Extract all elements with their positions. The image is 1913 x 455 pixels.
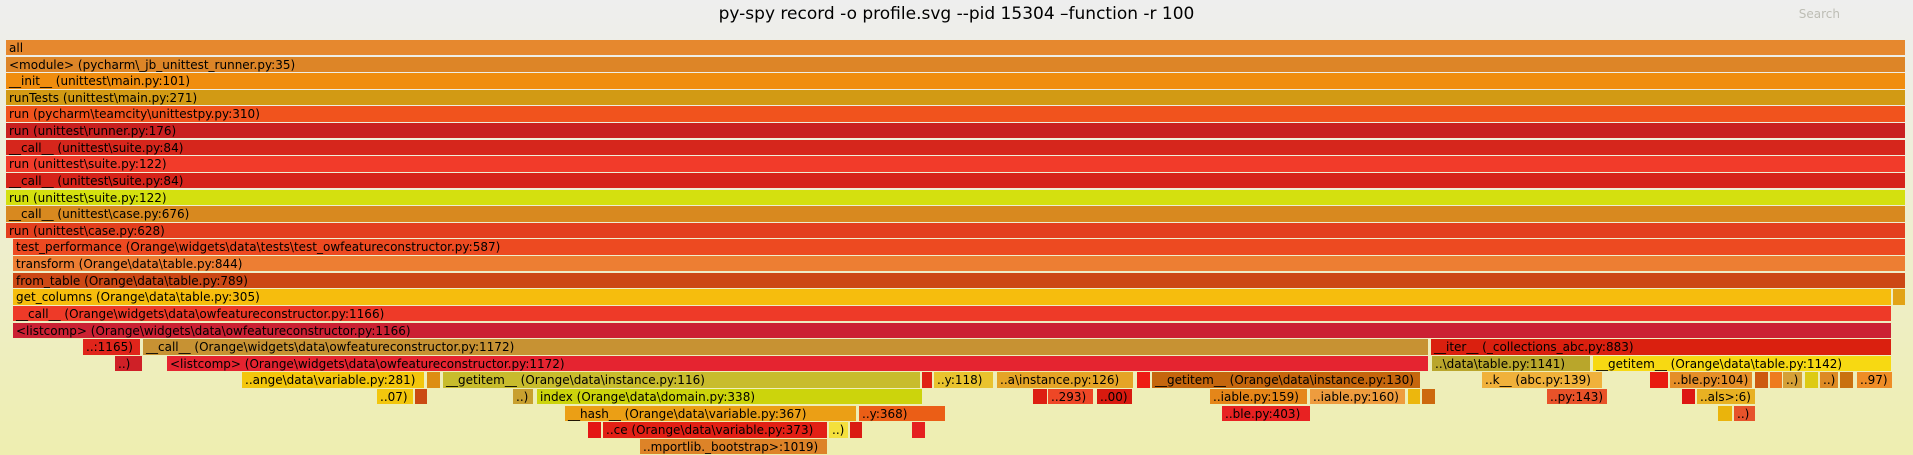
flame-frame[interactable]: __call__ (Orange\widgets\data\owfeaturec… [13, 305, 1891, 322]
flame-frame[interactable]: ..) [115, 355, 142, 372]
flame-frame[interactable]: ..als>:6) [1697, 389, 1755, 405]
flame-frame[interactable]: ..) [1783, 372, 1802, 388]
flame-frame[interactable]: __call__ (unittest\suite.py:84) [6, 139, 1905, 156]
flame-frame[interactable] [1718, 405, 1732, 422]
flame-frame[interactable]: ..97) [1857, 372, 1892, 388]
flame-frame[interactable]: from_table (Orange\data\table.py:789) [13, 272, 1905, 289]
flame-frame[interactable]: ..00) [1097, 389, 1132, 405]
flame-frame[interactable] [415, 389, 427, 405]
flame-frame[interactable]: ..k__ (abc.py:139) [1482, 372, 1602, 388]
flame-frame[interactable]: runTests (unittest\main.py:271) [6, 89, 1905, 106]
flame-frame[interactable]: ..py:143) [1547, 389, 1607, 405]
flame-frame[interactable]: __getitem__ (Orange\data\instance.py:130… [1152, 372, 1420, 388]
flame-frame[interactable]: ..y:368) [859, 405, 945, 422]
flame-frame[interactable]: ..iable.py:160) [1310, 389, 1405, 405]
flame-frame[interactable] [1755, 372, 1768, 388]
flame-frame[interactable] [1770, 372, 1782, 388]
flame-frame[interactable]: __getitem__ (Orange\data\instance.py:116… [443, 372, 920, 388]
flame-frame[interactable]: ..ce (Orange\data\variable.py:373) [603, 422, 827, 438]
flame-frame[interactable] [1408, 389, 1420, 405]
flame-frame[interactable]: ..ble.py:403) [1222, 405, 1310, 422]
flame-frame[interactable]: ..iable.py:159) [1210, 389, 1307, 405]
flame-frame[interactable]: ..293) [1048, 389, 1093, 405]
flame-frame[interactable]: ..a\instance.py:126) [997, 372, 1133, 388]
flame-frame[interactable]: ..) [829, 422, 848, 438]
flame-frame[interactable]: ..y:118) [934, 372, 993, 388]
search-button[interactable]: Search [1798, 7, 1840, 21]
flame-frame[interactable]: ..mportlib._bootstrap>:1019) [640, 438, 827, 455]
chart-title: py-spy record -o profile.svg --pid 15304… [718, 4, 1195, 24]
flame-frame[interactable]: run (pycharm\teamcity\unittestpy.py:310) [6, 106, 1905, 122]
flame-frame[interactable]: ..) [1820, 372, 1838, 388]
flame-frame[interactable]: run (unittest\case.py:628) [6, 222, 1905, 239]
flame-frame[interactable] [427, 372, 440, 388]
flame-frame[interactable]: ..ange\data\variable.py:281) [242, 372, 424, 388]
flame-frame[interactable]: ..07) [377, 389, 413, 405]
flame-frame[interactable] [1682, 389, 1695, 405]
flame-frame[interactable]: all [6, 40, 1905, 56]
flame-frame[interactable] [1137, 372, 1150, 388]
flame-frame[interactable]: ..ble.py:104) [1670, 372, 1752, 388]
flame-frame[interactable]: get_columns (Orange\data\table.py:305) [13, 289, 1891, 305]
flame-frame[interactable]: <module> (pycharm\_jb_unittest_runner.py… [6, 56, 1905, 72]
flame-frame[interactable]: transform (Orange\data\table.py:844) [13, 256, 1905, 272]
flame-frame[interactable] [588, 422, 601, 438]
flame-frame[interactable] [1840, 372, 1853, 388]
flame-frame[interactable]: <listcomp> (Orange\widgets\data\owfeatur… [167, 355, 1428, 372]
flame-frame[interactable] [922, 372, 932, 388]
flame-frame[interactable]: test_performance (Orange\widgets\data\te… [13, 239, 1905, 255]
flame-frame[interactable]: __call__ (unittest\case.py:676) [6, 206, 1905, 222]
flame-frame[interactable]: __hash__ (Orange\data\variable.py:367) [565, 405, 856, 422]
flame-frame[interactable]: run (unittest\runner.py:176) [6, 123, 1905, 139]
flame-frame[interactable]: <listcomp> (Orange\widgets\data\owfeatur… [13, 322, 1891, 338]
flame-frame[interactable]: __call__ (Orange\widgets\data\owfeaturec… [143, 339, 1428, 355]
flame-frame[interactable] [1650, 372, 1668, 388]
flame-frame[interactable] [1893, 289, 1905, 305]
flame-frame[interactable]: __init__ (unittest\main.py:101) [6, 73, 1905, 89]
flame-frame[interactable] [850, 422, 862, 438]
flame-frame[interactable]: run (unittest\suite.py:122) [6, 156, 1905, 172]
flame-frame[interactable] [912, 422, 925, 438]
flame-frame[interactable]: run (unittest\suite.py:122) [6, 189, 1905, 205]
flame-frame[interactable]: ..) [1734, 405, 1755, 422]
flame-frame[interactable]: index (Orange\data\domain.py:338) [537, 389, 922, 405]
flame-frame[interactable]: ..:1165) [83, 339, 140, 355]
flame-frame[interactable]: ..) [513, 389, 533, 405]
flame-frame[interactable]: __getitem__ (Orange\data\table.py:1142) [1593, 355, 1891, 372]
flame-frame[interactable] [1033, 389, 1047, 405]
flame-frame[interactable] [1805, 372, 1818, 388]
flame-frame[interactable]: __iter__ (_collections_abc.py:883) [1431, 339, 1891, 355]
flame-frame[interactable]: __call__ (unittest\suite.py:84) [6, 172, 1905, 189]
flame-frame[interactable] [1422, 389, 1435, 405]
flame-frame[interactable]: ..\data\table.py:1141) [1432, 355, 1590, 372]
